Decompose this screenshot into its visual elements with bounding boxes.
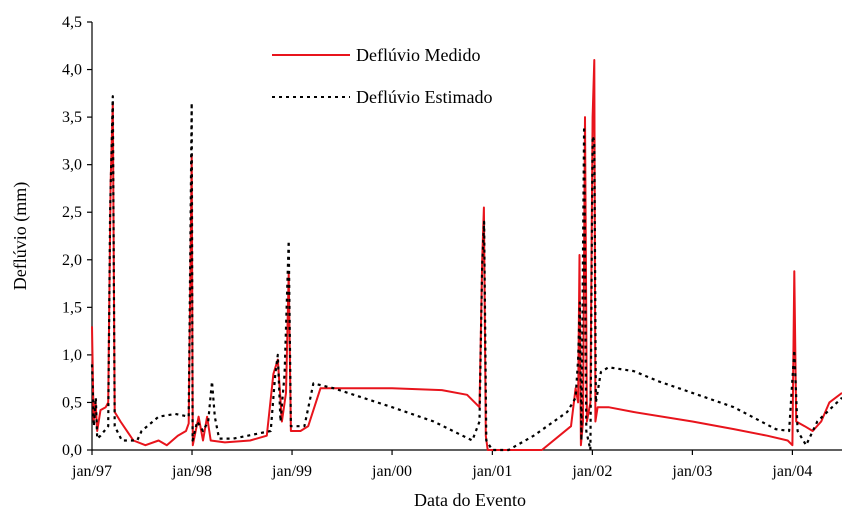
y-tick-label: 1,5 — [62, 299, 82, 316]
x-tick-label: jan/04 — [771, 463, 812, 480]
x-tick-label: jan/01 — [471, 463, 512, 480]
legend: Deflúvio Medido Deflúvio Estimado — [272, 45, 492, 107]
plot-background — [92, 22, 842, 450]
y-tick-label: 3,0 — [62, 157, 82, 174]
y-tick-label: 2,0 — [62, 252, 82, 269]
y-tick-label: 0,5 — [62, 394, 82, 411]
x-tick-label: jan/97 — [71, 463, 112, 480]
y-tick-label: 4,5 — [62, 14, 82, 31]
x-tick-label: jan/02 — [571, 463, 612, 480]
y-tick-label: 2,5 — [62, 204, 82, 221]
series-layer — [90, 59, 842, 452]
y-tick-label: 3,5 — [62, 109, 82, 126]
x-tick-label: jan/00 — [371, 463, 412, 480]
legend-label-medido: Deflúvio Medido — [356, 45, 480, 65]
plot-area: 0,00,51,01,52,02,53,03,54,04,5 jan/97 jan… — [62, 14, 842, 480]
y-tick-label: 0,0 — [62, 442, 82, 459]
series-line-defluvio-medido — [91, 59, 842, 451]
y-tick-label: 1,0 — [62, 347, 82, 364]
y-tick-label: 4,0 — [62, 62, 82, 79]
y-axis-title: Deflúvio (mm) — [10, 182, 31, 290]
x-tick-label: jan/99 — [271, 463, 312, 480]
x-tick-label: jan/98 — [171, 463, 212, 480]
x-axis-ticks: jan/97 jan/98 jan/99 jan/00 jan/01 jan/02 jan/… — [71, 450, 812, 480]
legend-label-estimado: Deflúvio Estimado — [356, 87, 492, 107]
x-axis-title: Data do Evento — [414, 490, 526, 510]
x-tick-label: jan/03 — [671, 463, 712, 480]
series-line-defluvio-estimado — [90, 95, 842, 452]
y-axis-ticks: 0,0 0,5 1,0 1,5 2,0 2,5 3,0 3,5 4,0 4,5 — [62, 14, 92, 459]
